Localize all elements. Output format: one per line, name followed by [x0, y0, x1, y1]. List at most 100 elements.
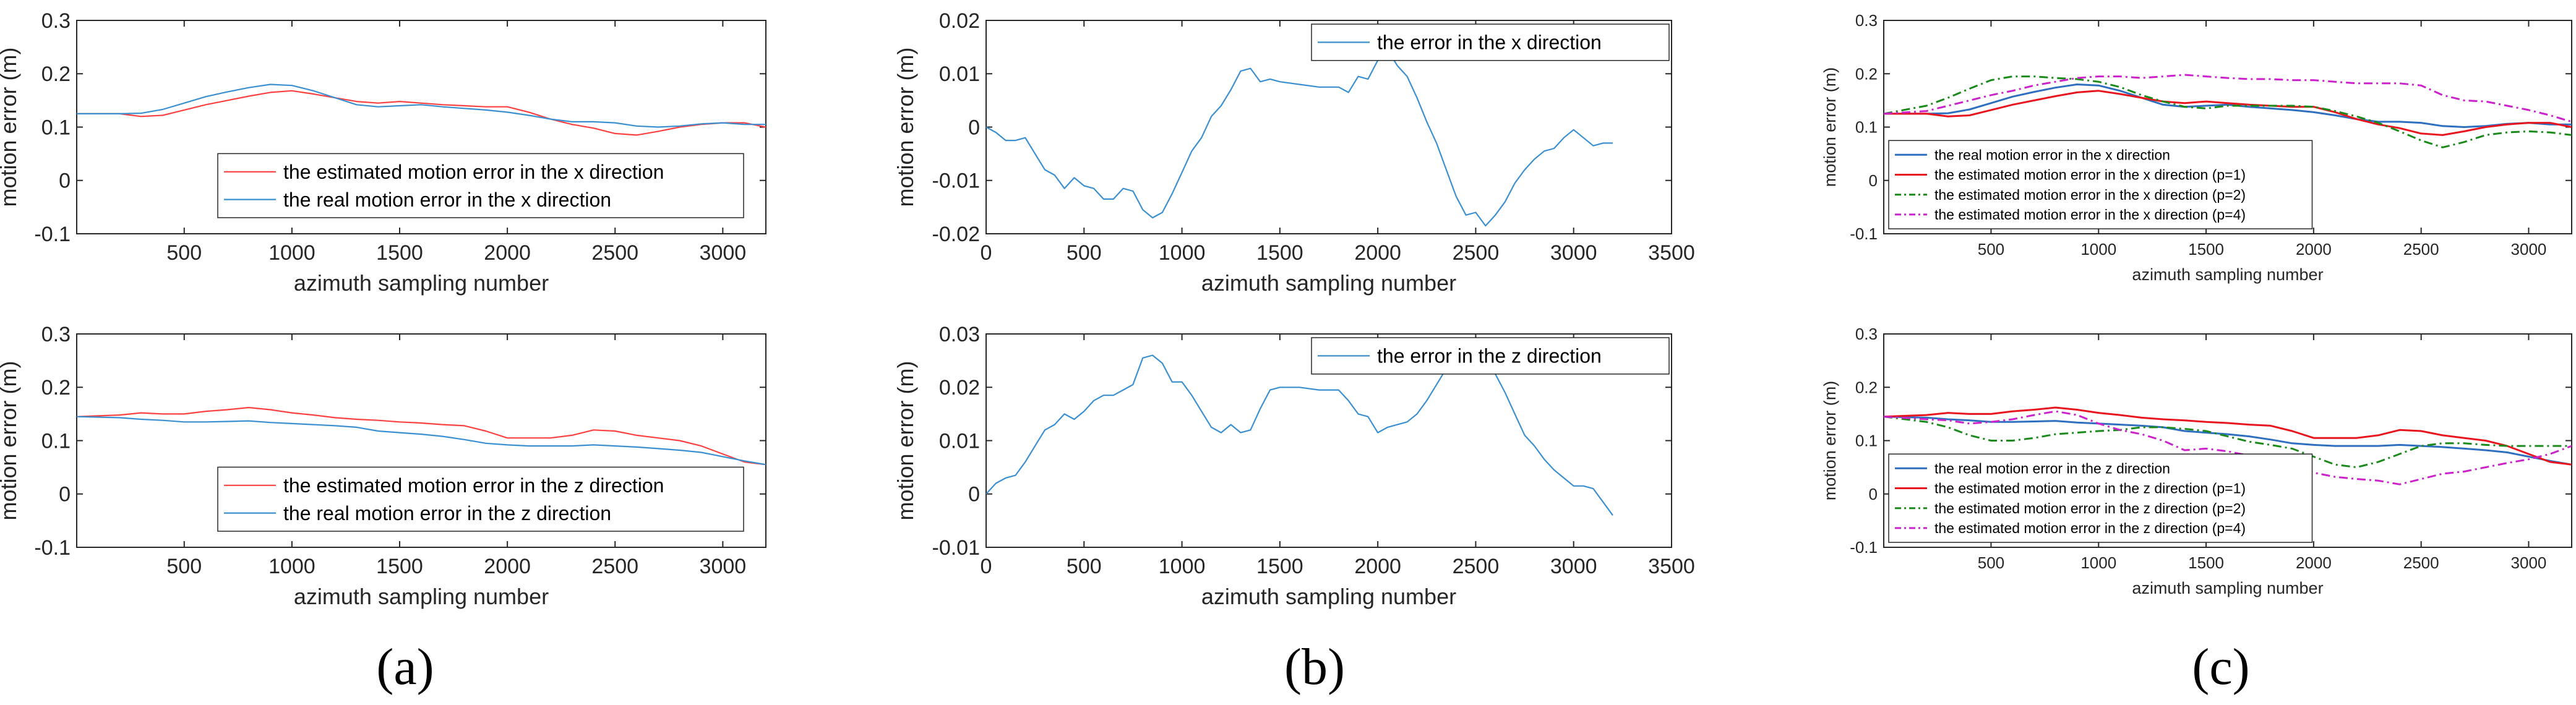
legend-box — [1888, 140, 2313, 229]
legend-entry-1: the estimated motion error in the z dire… — [283, 474, 664, 497]
x-tick-label: 2500 — [1453, 241, 1500, 265]
x-tick-label: 500 — [1067, 555, 1102, 578]
series-line-1 — [77, 406, 766, 466]
y-tick-label: 0 — [59, 169, 71, 193]
legend-box — [217, 153, 744, 218]
y-axis-label: motion error (m) — [1821, 381, 1839, 501]
x-tick-label: 2000 — [2296, 553, 2332, 572]
chart-a-top: 500 1000 1500 2000 2500 3000 -0.1 0 0.1 0.2 0.3 azi… — [0, 9, 766, 296]
y-tick-label: 0 — [59, 483, 71, 506]
x-axis-label: azimuth sampling number — [2132, 579, 2323, 597]
y-tick-label: -0.1 — [34, 536, 71, 560]
y-axis-label: motion error (m) — [893, 361, 918, 520]
legend: the real motion error in the z direction… — [1888, 453, 2313, 543]
y-axis-label: motion error (m) — [0, 47, 21, 207]
y-axis-label: motion error (m) — [1821, 67, 1839, 187]
y-tick-label: 0 — [1869, 171, 1878, 190]
y-tick-label: -0.01 — [932, 536, 981, 560]
series-line-2 — [1884, 90, 2572, 136]
chart-c-bottom: 500 1000 1500 2000 2500 3000 -0.1 0 0.1 0.2 0.3 azi… — [1821, 325, 2572, 597]
x-tick-label: 3000 — [700, 555, 747, 578]
series-line-3 — [1884, 416, 2572, 469]
y-tick-label: -0.1 — [1850, 224, 1878, 243]
legend: the estimated motion error in the z dire… — [217, 466, 744, 532]
x-tick-label: 2000 — [1354, 555, 1401, 578]
y-tick-label: 0.02 — [939, 376, 980, 400]
legend-entry-2: the real motion error in the z direction — [283, 502, 611, 524]
y-tick-label: -0.02 — [932, 223, 981, 246]
y-tick-label: 0 — [968, 483, 980, 506]
legend-entry-2: the real motion error in the x direction — [283, 189, 611, 211]
x-tick-label: 1000 — [268, 241, 316, 265]
x-tick-label: 2000 — [2296, 240, 2332, 258]
y-tick-label: -0.1 — [1850, 538, 1878, 557]
x-tick-label: 500 — [1978, 553, 2004, 572]
x-tick-label: 500 — [166, 241, 202, 265]
x-tick-label: 2500 — [2403, 553, 2439, 572]
y-tick-label: 0.1 — [41, 116, 71, 139]
y-tick-label: 0.1 — [1855, 432, 1878, 450]
x-tick-label: 1500 — [376, 555, 423, 578]
panel-label-b: (b) — [1284, 638, 1345, 696]
y-tick-label: 0.3 — [41, 323, 71, 346]
x-tick-label: 1000 — [1159, 241, 1206, 265]
y-tick-label: 0 — [968, 116, 980, 139]
x-axis-label: azimuth sampling number — [294, 584, 549, 609]
x-axis-label: azimuth sampling number — [2132, 265, 2323, 284]
legend-entry-1: the real motion error in the x direction — [1934, 147, 2170, 163]
y-tick-label: 0.03 — [939, 323, 980, 346]
x-axis-label: azimuth sampling number — [1201, 584, 1456, 609]
series-line-1 — [77, 90, 766, 136]
chart-b-bottom: 0 500 1000 1500 2000 2500 3000 3500-0.0100.010.… — [893, 323, 1695, 609]
x-tick-label: 1000 — [268, 555, 316, 578]
y-tick-label: -0.01 — [932, 169, 981, 193]
y-tick-label: 0 — [1869, 485, 1878, 503]
legend-entry-1: the error in the z direction — [1377, 345, 1602, 367]
series-line-1 — [1884, 416, 2572, 466]
series-line-4 — [1884, 410, 2572, 485]
chart-a-bottom: 500 1000 1500 2000 2500 3000 -0.1 0 0.1 0.2 0.3 azi… — [0, 323, 766, 609]
y-tick-label: 0.1 — [1855, 118, 1878, 137]
legend-entry-1: the error in the x direction — [1377, 32, 1602, 54]
x-tick-label: 3000 — [1550, 241, 1597, 265]
x-tick-label: 0 — [981, 241, 992, 265]
y-tick-label: 0.01 — [939, 62, 980, 86]
x-tick-label: 2000 — [1354, 241, 1401, 265]
x-tick-label: 500 — [166, 555, 202, 578]
y-tick-label: 0.1 — [41, 429, 71, 453]
x-tick-label: 500 — [1978, 240, 2004, 258]
x-tick-label: 1500 — [2188, 553, 2224, 572]
legend-box — [1311, 24, 1670, 61]
x-tick-label: 2000 — [484, 241, 531, 265]
x-tick-label: 0 — [981, 555, 992, 578]
legend: the real motion error in the x direction… — [1888, 140, 2313, 229]
series-line-2 — [77, 83, 766, 128]
y-tick-label: 0.3 — [1855, 325, 1878, 343]
legend-entry-3: the estimated motion error in the x dire… — [1934, 187, 2246, 203]
x-tick-label: 3000 — [1550, 555, 1597, 578]
panel-label-a: (a) — [376, 638, 434, 696]
series-line-2 — [1884, 406, 2572, 466]
x-tick-label: 1500 — [376, 241, 423, 265]
legend-entry-1: the estimated motion error in the x dire… — [283, 161, 664, 183]
x-tick-label: 2500 — [591, 241, 638, 265]
x-tick-label: 2500 — [2403, 240, 2439, 258]
y-tick-label: 0.2 — [1855, 378, 1878, 396]
y-tick-label: 0.2 — [1855, 64, 1878, 83]
legend-entry-1: the real motion error in the z direction — [1934, 460, 2170, 476]
x-tick-label: 3000 — [700, 241, 747, 265]
legend-entry-3: the estimated motion error in the z dire… — [1934, 500, 2246, 516]
legend: the estimated motion error in the x dire… — [217, 153, 744, 218]
x-tick-label: 3500 — [1648, 555, 1695, 578]
x-tick-label: 1500 — [1256, 555, 1303, 578]
y-axis-label: motion error (m) — [0, 361, 21, 520]
y-tick-label: 0.3 — [41, 9, 71, 33]
y-axis-label: motion error (m) — [893, 47, 918, 207]
x-tick-label: 1500 — [2188, 240, 2224, 258]
y-tick-label: 0.2 — [41, 376, 71, 400]
legend-entry-2: the estimated motion error in the x dire… — [1934, 167, 2246, 183]
chart-c-top: 500 1000 1500 2000 2500 3000 -0.1 0 0.1 0.2 0.3 azi… — [1821, 11, 2572, 284]
x-axis-label: azimuth sampling number — [1201, 270, 1456, 296]
legend-entry-4: the estimated motion error in the x dire… — [1934, 207, 2246, 223]
